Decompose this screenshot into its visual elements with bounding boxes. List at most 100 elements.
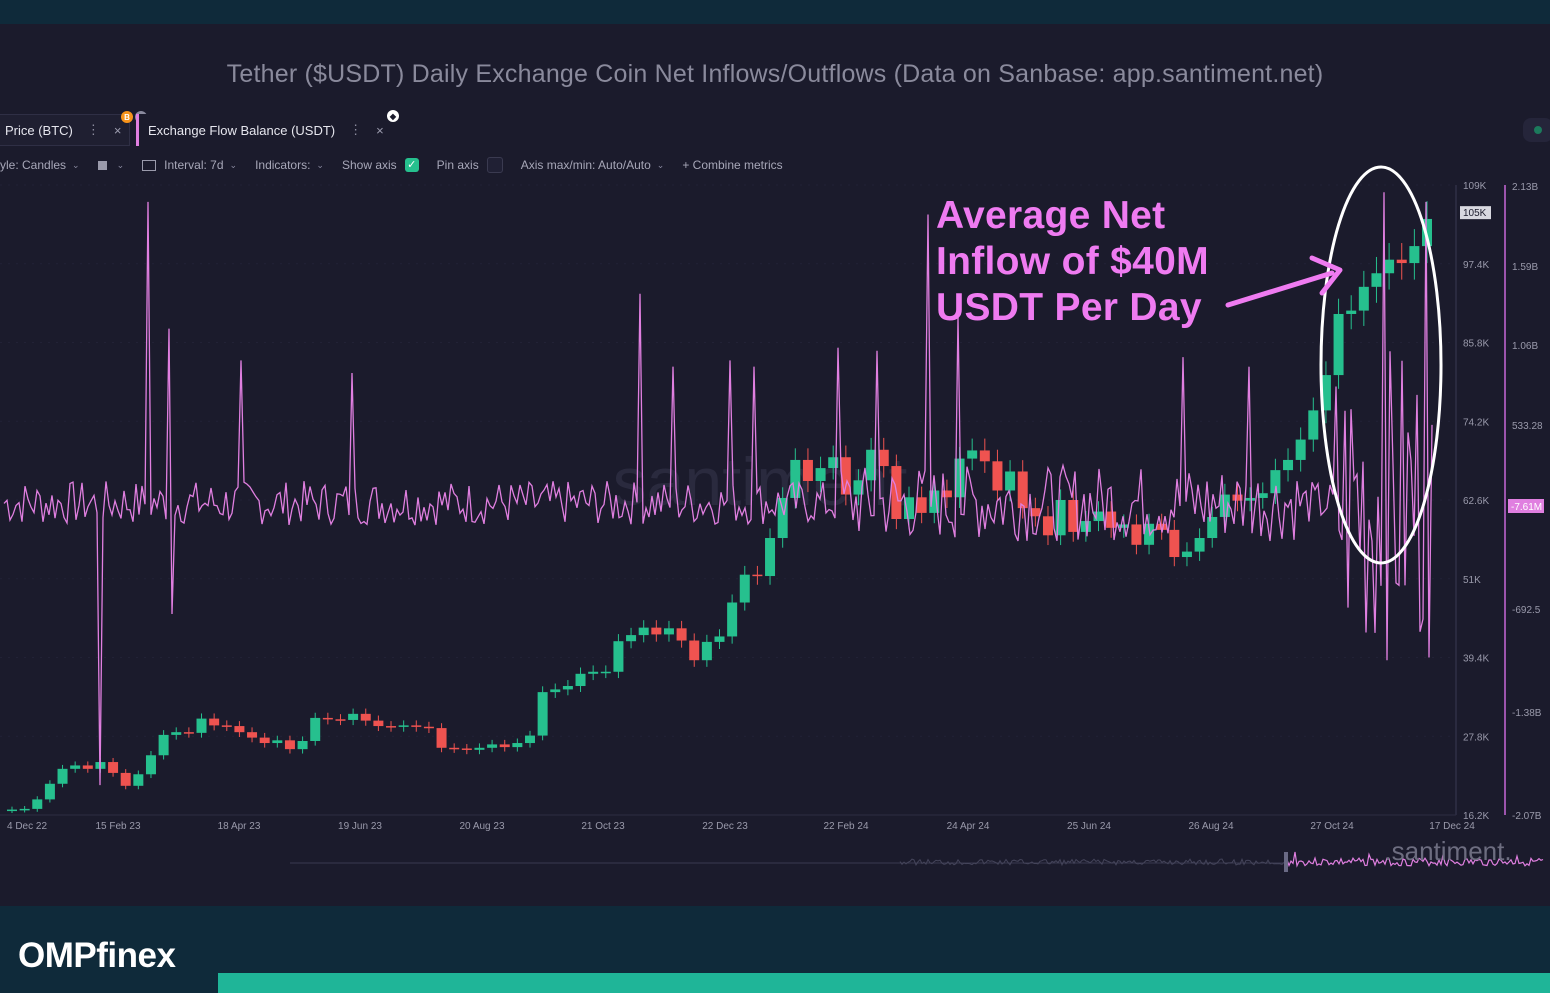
pin-axis-checkbox[interactable] <box>486 157 503 173</box>
candle <box>1320 375 1331 411</box>
x-tick-label: 26 Aug 24 <box>1188 821 1233 832</box>
candle <box>1042 516 1053 536</box>
candle <box>1384 259 1395 274</box>
x-tick-label: 20 Aug 23 <box>459 821 504 832</box>
style-select[interactable]: yle: Candles ⌄ <box>0 158 80 172</box>
price-tick-label: 85.8K <box>1463 339 1489 350</box>
color-select[interactable]: ⌄ <box>97 159 125 171</box>
candle <box>1181 551 1192 558</box>
candle <box>1169 529 1180 558</box>
candle <box>499 744 510 748</box>
close-icon[interactable]: × <box>113 122 122 138</box>
candle <box>600 671 611 674</box>
kebab-menu-icon[interactable]: ⋮ <box>349 122 363 137</box>
candle <box>284 740 295 750</box>
candle <box>1396 259 1407 264</box>
show-axis-checkbox[interactable]: ✓ <box>404 158 419 172</box>
show-axis-toggle[interactable]: Show axis ✓ <box>342 158 419 172</box>
candle <box>196 718 207 733</box>
candle <box>802 459 813 481</box>
candle <box>828 457 839 469</box>
price-tick-label: 97.4K <box>1463 260 1489 271</box>
candle <box>1333 313 1344 376</box>
pin-axis-toggle[interactable]: Pin axis <box>437 157 503 173</box>
tab-exchange-flow[interactable]: Exchange Flow Balance (USDT) ⋮ × <box>136 114 394 146</box>
candle <box>840 457 851 495</box>
candle <box>575 673 586 687</box>
flow-tick-label: -1.38B <box>1512 708 1542 719</box>
price-tick-label: 39.4K <box>1463 654 1489 665</box>
candle <box>171 732 182 735</box>
close-icon[interactable]: × <box>376 122 384 138</box>
status-toggle-button[interactable] <box>1523 118 1550 142</box>
candle <box>1371 273 1382 287</box>
flow-current-label: -7.61M <box>1511 502 1542 513</box>
chevron-down-icon: ⌄ <box>316 159 324 170</box>
chart-canvas[interactable]: santiment 109K97.4K85.8K74.2K62.6K51K39.… <box>0 0 1550 906</box>
candle <box>310 717 321 742</box>
indicators-select[interactable]: Indicators: ⌄ <box>255 158 324 172</box>
candle <box>550 689 561 693</box>
ethereum-icon: ◆ <box>387 110 399 122</box>
candle <box>1257 493 1268 498</box>
chevron-down-icon: ⌄ <box>116 159 125 170</box>
flow-tick-label: -692.5 <box>1512 605 1541 616</box>
flow-tick-label: 2.13B <box>1512 182 1538 193</box>
candle <box>524 735 535 744</box>
candle <box>638 627 649 636</box>
tab-price-btc[interactable]: Price (BTC) ⋮ × <box>0 114 130 146</box>
color-swatch-icon <box>97 160 107 170</box>
navigator[interactable]: .santiment. <box>290 836 1544 872</box>
candle <box>234 726 245 733</box>
annotation-text: Average Net Inflow of $40M USDT Per Day <box>936 193 1209 331</box>
candle <box>1093 511 1104 522</box>
navigator-watermark: .santiment. <box>1384 836 1511 866</box>
candle <box>1068 500 1079 532</box>
x-tick-label: 21 Oct 23 <box>581 821 625 832</box>
candle <box>348 713 359 720</box>
brand-bar <box>218 973 1550 993</box>
chevron-down-icon: ⌄ <box>72 159 80 170</box>
x-tick-label: 4 Dec 22 <box>7 821 47 832</box>
candle <box>1194 538 1205 552</box>
candle <box>752 574 763 577</box>
x-tick-label: 19 Jun 23 <box>338 821 382 832</box>
candle <box>386 726 397 728</box>
price-candles <box>7 201 1432 814</box>
candle <box>373 720 384 727</box>
interval-select[interactable]: Interval: 7d ⌄ <box>142 158 237 172</box>
candle <box>70 765 81 769</box>
candle <box>1156 523 1167 530</box>
current-price-label: 105K <box>1463 208 1487 219</box>
kebab-menu-icon[interactable]: ⋮ <box>86 122 100 137</box>
candle <box>916 497 927 513</box>
candle <box>183 732 194 734</box>
combine-metrics-button[interactable]: + Combine metrics <box>682 158 783 172</box>
candle <box>777 497 788 539</box>
bitcoin-icon: B <box>121 111 133 123</box>
candle <box>1131 524 1142 545</box>
candle <box>613 641 624 672</box>
candle <box>1144 523 1155 545</box>
arrow-shaft <box>1225 270 1335 308</box>
x-tick-label: 24 Apr 24 <box>947 821 990 832</box>
candle <box>360 713 371 721</box>
top-strip <box>0 0 1550 24</box>
candle <box>992 461 1003 491</box>
navigator-series <box>1284 851 1544 868</box>
candle <box>1308 410 1319 440</box>
candle <box>145 755 156 775</box>
candle <box>133 774 144 786</box>
x-tick-label: 22 Feb 24 <box>823 821 868 832</box>
flow-current-badge <box>1508 499 1544 513</box>
candle <box>1245 497 1256 501</box>
candle <box>904 497 915 520</box>
axes: 109K 97.4K 85.8K 74.2K 62.6K 51K 39.4K 27.8K 16.… <box>1455 181 1544 822</box>
x-axis: 4 Dec 22 15 Feb 23 18 Apr 23 19 Jun 23 20 Au… <box>0 814 1475 832</box>
tab-label: Exchange Flow Balance (USDT) <box>148 122 336 138</box>
price-tick-label: 16.2K <box>1463 811 1489 822</box>
candle <box>411 725 422 727</box>
chevron-down-icon: ⌄ <box>656 159 665 170</box>
axis-range-select[interactable]: Axis max/min: Auto/Auto ⌄ <box>520 158 665 172</box>
price-tick-label: 62.6K <box>1463 496 1489 507</box>
